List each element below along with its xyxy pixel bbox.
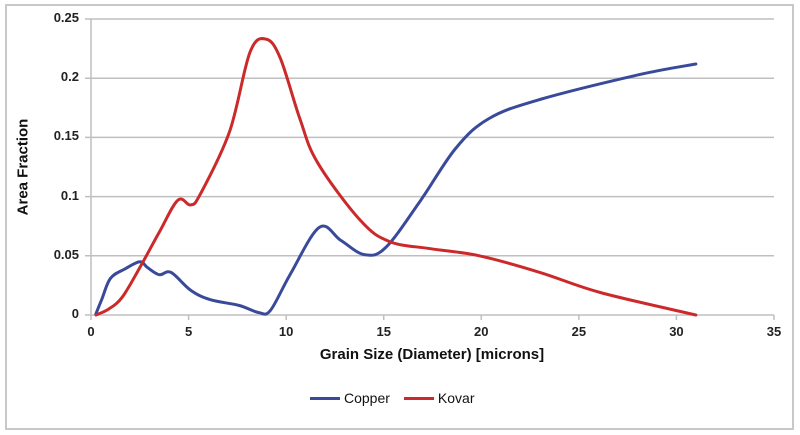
y-tick-label: 0.25 xyxy=(53,10,79,25)
chart-frame xyxy=(5,4,794,430)
y-tick-label: 0.05 xyxy=(53,246,79,262)
x-tick-label: 0 xyxy=(87,324,95,339)
x-tick-label: 35 xyxy=(766,324,782,339)
x-tick-label: 30 xyxy=(669,324,684,339)
y-tick-label: 0.2 xyxy=(60,69,79,85)
legend-label-kovar: Kovar xyxy=(437,390,475,406)
legend-item-copper[interactable]: Copper xyxy=(310,390,390,406)
axes xyxy=(90,19,775,320)
legend: Copper Kovar xyxy=(310,390,475,406)
y-tick-label: 0 xyxy=(71,306,79,321)
gridlines xyxy=(85,18,774,316)
y-tick-label: 0.1 xyxy=(60,187,79,203)
y-axis-label: Area Fraction xyxy=(14,118,32,216)
legend-item-kovar[interactable]: Kovar xyxy=(403,390,475,406)
kovar-series-line xyxy=(94,37,698,317)
copper-line-swatch-icon xyxy=(310,396,340,400)
kovar-line-swatch-icon xyxy=(403,396,434,400)
x-tick-label: 10 xyxy=(278,324,294,339)
copper-series-line xyxy=(94,62,698,316)
legend-label-copper: Copper xyxy=(344,390,390,406)
x-axis-label: Grain Size (Diameter) [microns] xyxy=(319,346,545,363)
x-tick-label: 25 xyxy=(571,324,587,339)
x-tick-label: 20 xyxy=(474,324,489,339)
series-lines xyxy=(94,37,698,317)
x-tick-label: 5 xyxy=(184,324,193,339)
x-tick-label: 15 xyxy=(376,324,391,339)
y-tick-label: 0.15 xyxy=(53,128,79,144)
